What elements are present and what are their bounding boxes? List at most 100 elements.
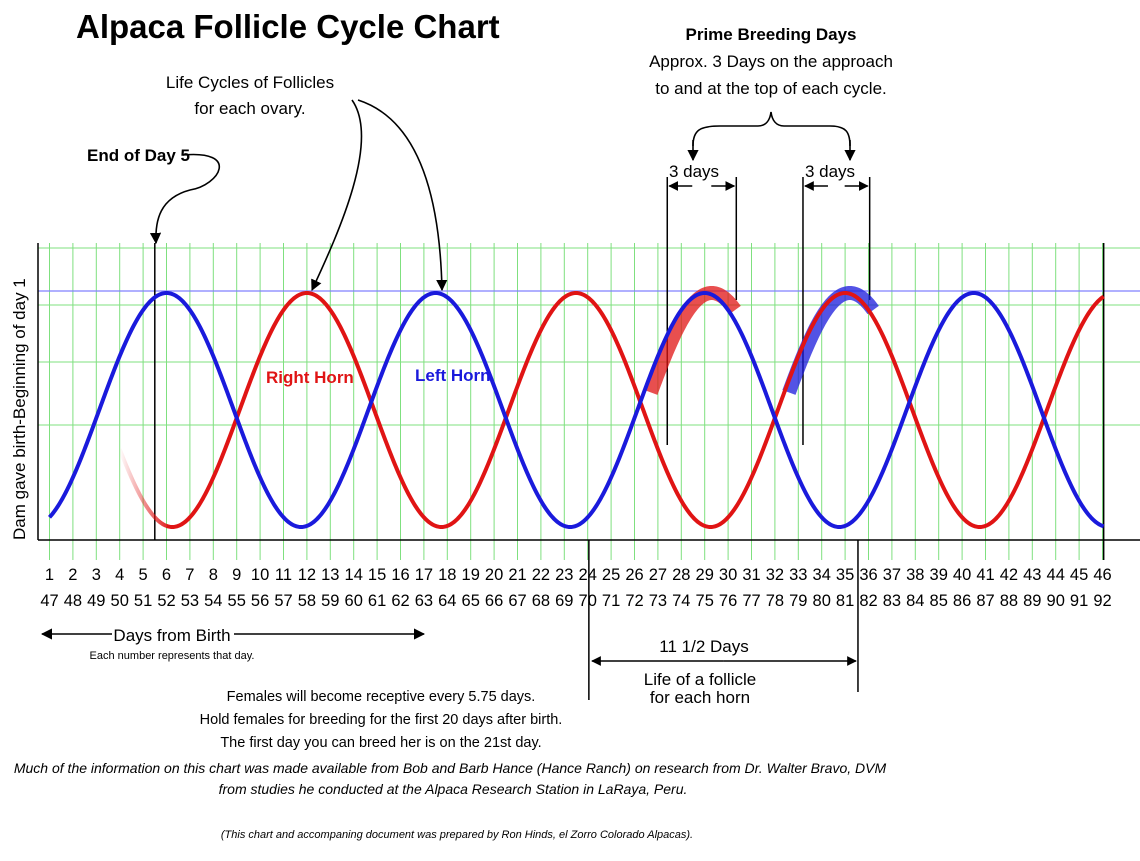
x-tick-label: 24 [579, 566, 597, 584]
prime-breeding-line1: Approx. 3 Days on the approach [649, 52, 893, 71]
x-tick-label: 37 [883, 566, 901, 584]
x-tick-label: 29 [696, 566, 714, 584]
x-tick-label: 15 [368, 566, 386, 584]
x-tick-label-row2: 62 [391, 592, 409, 610]
x-tick-label-row2: 63 [415, 592, 433, 610]
grid [37, 177, 1140, 700]
x-tick-label-row2: 51 [134, 592, 152, 610]
x-tick-label-row2: 90 [1047, 592, 1065, 610]
x-tick-label: 13 [321, 566, 339, 584]
x-tick-label-row2: 69 [555, 592, 573, 610]
x-tick-label-row2: 91 [1070, 592, 1088, 610]
note-line3: The first day you can breed her is on th… [220, 735, 541, 751]
x-tick-label: 9 [232, 566, 241, 584]
x-tick-label-row2: 64 [438, 592, 456, 610]
x-tick-label-row2: 80 [813, 592, 831, 610]
note-line1: Females will become receptive every 5.75… [227, 689, 536, 705]
x-tick-label-row2: 59 [321, 592, 339, 610]
x-tick-label: 38 [906, 566, 924, 584]
end-of-day5-label: End of Day 5 [87, 146, 190, 165]
credit-line: (This chart and accompaning document was… [221, 829, 693, 841]
x-tick-label-row2: 88 [1000, 592, 1018, 610]
x-tick-label: 40 [953, 566, 971, 584]
x-tick-label-row2: 56 [251, 592, 269, 610]
x-tick-label: 14 [345, 566, 363, 584]
x-tick-label: 31 [742, 566, 760, 584]
x-tick-label-row2: 67 [508, 592, 526, 610]
x-tick-label-row2: 70 [579, 592, 597, 610]
x-tick-label-row2: 81 [836, 592, 854, 610]
x-tick-label-row2: 73 [649, 592, 667, 610]
x-tick-label: 1 [45, 566, 54, 584]
chart-title: Alpaca Follicle Cycle Chart [76, 8, 500, 45]
x-tick-label-row2: 79 [789, 592, 807, 610]
x-tick-label: 23 [555, 566, 573, 584]
x-tick-label: 7 [185, 566, 194, 584]
x-tick-label-row2: 49 [87, 592, 105, 610]
x-tick-label-row2: 74 [672, 592, 690, 610]
right-horn-label: Right Horn [266, 368, 354, 387]
x-tick-label-row2: 72 [625, 592, 643, 610]
life-cycles-arrow-left [357, 99, 448, 292]
x-tick-label-row2: 71 [602, 592, 620, 610]
x-tick-label-row2: 66 [485, 592, 503, 610]
tick-labels: 1 2 3 4 5 6 7 8 9 10 11 12 13 14 15 16 17 18 19 20 21 22 23 24 2… [40, 566, 1111, 610]
x-tick-label-row2: 58 [298, 592, 316, 610]
x-tick-label: 26 [625, 566, 643, 584]
x-tick-label-row2: 77 [742, 592, 760, 610]
x-tick-label: 19 [462, 566, 480, 584]
x-tick-label: 28 [672, 566, 690, 584]
x-tick-label: 33 [789, 566, 807, 584]
days-from-birth-label: Days from Birth [113, 626, 230, 645]
x-tick-label: 4 [115, 566, 124, 584]
info-italic-line2: from studies he conducted at the Alpaca … [219, 781, 688, 797]
x-tick-label: 36 [859, 566, 877, 584]
prime-breeding-line2: to and at the top of each cycle. [655, 79, 887, 98]
left-horn-prime-highlight [782, 285, 879, 395]
x-tick-label-row2: 65 [462, 592, 480, 610]
right-horn-start-fade [117, 448, 168, 528]
x-tick-label-row2: 52 [157, 592, 175, 610]
x-tick-label: 2 [68, 566, 77, 584]
life-cycles-arrow-right [311, 99, 363, 292]
x-tick-label: 44 [1047, 566, 1065, 584]
x-tick-label: 41 [976, 566, 994, 584]
x-tick-label: 3 [92, 566, 101, 584]
x-tick-label-row2: 54 [204, 592, 222, 610]
x-tick-label-row2: 85 [930, 592, 948, 610]
x-tick-label-row2: 89 [1023, 592, 1041, 610]
x-tick-label-row2: 68 [532, 592, 550, 610]
x-tick-label: 12 [298, 566, 316, 584]
left-horn-line [48, 290, 1105, 530]
x-tick-label: 42 [1000, 566, 1018, 584]
x-tick-label-row2: 53 [181, 592, 199, 610]
three-days-label-a: 3 days [669, 162, 719, 181]
x-tick-label-row2: 57 [274, 592, 292, 610]
right-horn-line [165, 290, 1105, 530]
x-tick-label-row2: 84 [906, 592, 924, 610]
days-from-birth-sublabel: Each number represents that day. [90, 650, 255, 662]
left-horn-label: Left Horn [415, 366, 491, 385]
x-tick-label: 6 [162, 566, 171, 584]
x-tick-label-row2: 76 [719, 592, 737, 610]
x-tick-label: 32 [766, 566, 784, 584]
x-tick-label: 27 [649, 566, 667, 584]
x-tick-label-row2: 83 [883, 592, 901, 610]
x-tick-label-row2: 47 [40, 592, 58, 610]
x-tick-label: 5 [139, 566, 148, 584]
x-tick-label-row2: 92 [1093, 592, 1111, 610]
x-tick-label: 39 [930, 566, 948, 584]
info-italic-line1: Much of the information on this chart wa… [14, 760, 887, 776]
life-cycles-label-line1: Life Cycles of Follicles [166, 73, 334, 92]
x-tick-label-row2: 55 [228, 592, 246, 610]
x-tick-label: 43 [1023, 566, 1041, 584]
x-tick-label-row2: 86 [953, 592, 971, 610]
x-tick-label-row2: 75 [696, 592, 714, 610]
x-tick-label: 10 [251, 566, 269, 584]
x-tick-label-row2: 82 [859, 592, 877, 610]
x-tick-label-row2: 87 [976, 592, 994, 610]
x-tick-label: 16 [391, 566, 409, 584]
life-cycles-label-line2: for each ovary. [194, 99, 305, 118]
x-tick-label-row2: 50 [111, 592, 129, 610]
x-tick-label: 18 [438, 566, 456, 584]
